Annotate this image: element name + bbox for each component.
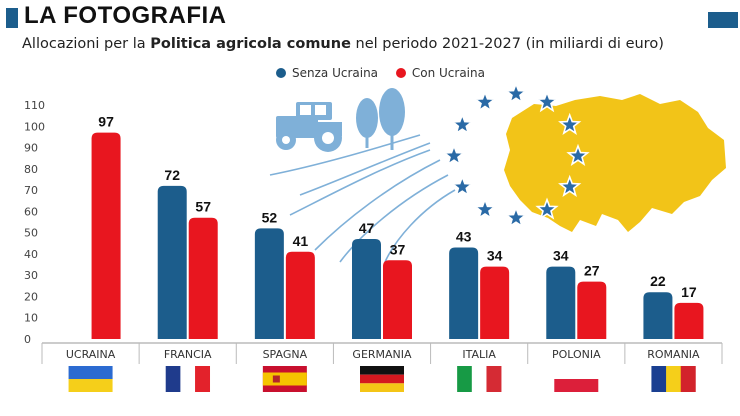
eu-star bbox=[535, 197, 559, 220]
eu-star bbox=[535, 90, 559, 113]
value-label: 22 bbox=[650, 273, 666, 289]
bar-senza-ucraina bbox=[449, 247, 479, 339]
flag-icon bbox=[262, 366, 307, 392]
flag-icon bbox=[68, 366, 113, 392]
y-tick-label: 20 bbox=[24, 290, 38, 303]
bar-con-ucraina bbox=[480, 266, 510, 339]
legend-dot-senza-ucraina bbox=[276, 68, 286, 78]
bars-group bbox=[91, 132, 704, 339]
bar-con-ucraina bbox=[383, 260, 412, 339]
chart-subtitle: Allocazioni per la Politica agricola com… bbox=[22, 36, 664, 52]
chart-legend: Senza Ucraina Con Ucraina bbox=[276, 66, 499, 81]
flag-icon bbox=[165, 366, 211, 392]
bar-senza-ucraina bbox=[157, 185, 187, 339]
eu-star bbox=[473, 90, 497, 113]
y-tick-label: 110 bbox=[24, 99, 45, 112]
value-label: 17 bbox=[681, 284, 697, 300]
legend-item-senza-ucraina: Senza Ucraina bbox=[276, 66, 378, 80]
y-tick-label: 100 bbox=[24, 120, 45, 133]
bar-senza-ucraina bbox=[254, 228, 284, 339]
eu-star bbox=[442, 143, 466, 166]
category-labels-group: UCRAINA FRANCIA SPAGNA GERMANIA ITALIA POLONI… bbox=[41, 343, 723, 364]
page-title: LA FOTOGRAFIA bbox=[24, 2, 227, 24]
value-label: 43 bbox=[456, 229, 472, 245]
bar-con-ucraina bbox=[91, 132, 121, 339]
top-bar bbox=[0, 0, 740, 8]
bar-senza-ucraina bbox=[352, 239, 381, 339]
y-tick-label: 40 bbox=[24, 248, 38, 261]
corner-logo-mark bbox=[708, 12, 738, 28]
eu-stars-icon bbox=[442, 81, 590, 228]
category-label: POLONIA bbox=[552, 348, 601, 361]
farm-illustration-icon bbox=[269, 88, 456, 263]
category-label: ITALIA bbox=[462, 348, 496, 361]
bar-senza-ucraina bbox=[546, 266, 576, 339]
y-tick-label: 60 bbox=[24, 205, 38, 218]
category-label: SPAGNA bbox=[263, 348, 308, 361]
subtitle-bold: Politica agricola comune bbox=[150, 36, 351, 52]
value-label: 72 bbox=[164, 167, 180, 183]
y-tick-label: 30 bbox=[24, 269, 38, 282]
flag-icon bbox=[457, 366, 502, 392]
y-tick-label: 90 bbox=[24, 142, 38, 155]
ukraine-map-icon bbox=[504, 94, 726, 232]
eu-star bbox=[450, 174, 474, 197]
y-axis-ticks: 0 10 20 30 40 50 60 70 80 90 100 110 bbox=[24, 99, 45, 346]
value-label: 34 bbox=[553, 248, 569, 264]
bar-con-ucraina bbox=[674, 302, 704, 339]
value-label: 57 bbox=[195, 199, 211, 215]
value-labels-group: 97 72 57 52 41 47 37 43 34 34 27 22 17 bbox=[98, 114, 697, 300]
flag-icon bbox=[554, 366, 599, 392]
subtitle-suffix: nel periodo 2021-2027 (in miliardi di eu… bbox=[350, 36, 664, 52]
y-tick-label: 10 bbox=[24, 312, 38, 325]
subtitle-prefix: Allocazioni per la bbox=[22, 36, 151, 52]
flag-icon bbox=[360, 366, 404, 392]
bar-senza-ucraina bbox=[643, 292, 673, 339]
eu-star bbox=[558, 112, 582, 135]
category-label: GERMANIA bbox=[352, 348, 412, 361]
value-label: 27 bbox=[584, 263, 600, 279]
bar-con-ucraina bbox=[285, 251, 315, 339]
y-tick-label: 50 bbox=[24, 227, 38, 240]
legend-item-con-ucraina: Con Ucraina bbox=[395, 66, 485, 80]
bar-con-ucraina bbox=[577, 281, 607, 339]
legend-label-con-ucraina: Con Ucraina bbox=[411, 66, 485, 80]
legend-label-senza-ucraina: Senza Ucraina bbox=[292, 66, 379, 80]
flag-icon bbox=[651, 366, 696, 392]
y-tick-label: 70 bbox=[24, 184, 38, 197]
eu-star bbox=[566, 143, 590, 166]
y-tick-label: 0 bbox=[24, 333, 31, 346]
header-accent-square bbox=[6, 8, 18, 28]
legend-dot-con-ucraina bbox=[395, 68, 406, 78]
value-label: 41 bbox=[293, 233, 309, 249]
eu-star bbox=[450, 112, 474, 135]
flags-group bbox=[68, 366, 696, 392]
value-label: 34 bbox=[487, 248, 503, 264]
value-label: 37 bbox=[390, 241, 406, 257]
category-label: FRANCIA bbox=[164, 348, 212, 361]
value-label: 47 bbox=[359, 220, 375, 236]
value-label: 97 bbox=[98, 114, 114, 130]
category-label: UCRAINA bbox=[66, 348, 116, 361]
category-label: ROMANIA bbox=[647, 348, 700, 361]
y-tick-label: 80 bbox=[24, 163, 38, 176]
eu-star bbox=[504, 81, 528, 104]
bar-con-ucraina bbox=[188, 217, 218, 339]
eu-star bbox=[504, 205, 528, 228]
eu-star bbox=[558, 174, 582, 197]
eu-star bbox=[473, 197, 497, 220]
value-label: 52 bbox=[262, 209, 278, 225]
